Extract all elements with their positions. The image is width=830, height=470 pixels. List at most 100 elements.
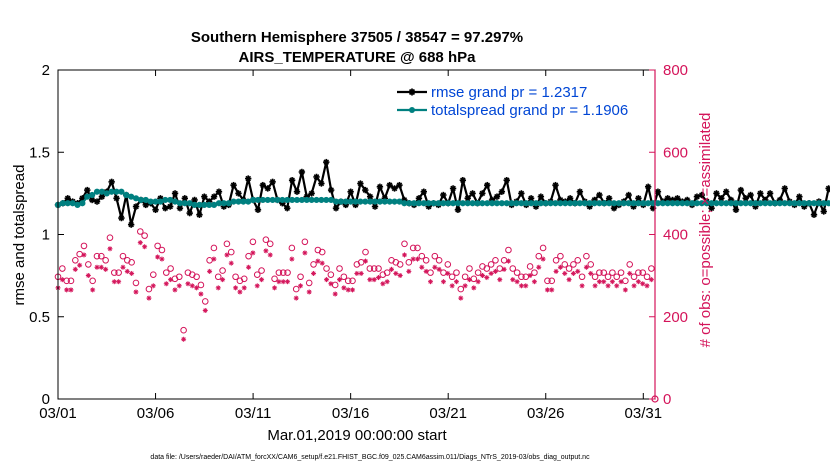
rmse-point <box>440 191 447 199</box>
rmse-point <box>723 188 730 195</box>
x-tick-label: 03/31 <box>625 405 663 422</box>
obs-possible-point <box>518 273 525 281</box>
obs-possible-point <box>67 277 75 285</box>
rmse-point <box>210 193 218 200</box>
obs-assimilated-point <box>176 283 182 289</box>
obs-possible-point <box>461 273 469 281</box>
obs-assimilated-point <box>648 277 654 283</box>
obs-possible-point <box>474 269 482 276</box>
rmse-point <box>493 193 501 200</box>
obs-assimilated-point <box>189 283 195 289</box>
rmse-point <box>332 204 340 212</box>
totalspread-point <box>89 191 96 199</box>
y-right-tick-label: 200 <box>663 309 688 326</box>
rmse-point <box>747 191 754 199</box>
obs-possible-point <box>383 269 391 276</box>
legend-label-0: rmse grand pr = 1.2317 <box>431 84 587 101</box>
obs-possible-point <box>405 259 413 266</box>
rmse-point <box>264 185 271 192</box>
obs-possible-point <box>635 269 642 276</box>
obs-assimilated-point <box>124 268 130 274</box>
obs-assimilated-point <box>246 264 252 270</box>
x-tick-label: 03/06 <box>137 405 175 422</box>
obs-possible-point <box>93 252 101 260</box>
obs-possible-point <box>102 256 109 264</box>
obs-possible-point <box>466 265 473 272</box>
rmse-point <box>366 193 374 200</box>
obs-assimilated-point <box>358 270 364 276</box>
x-tick-label: 03/01 <box>39 405 77 422</box>
rmse-point <box>698 191 706 199</box>
obs-possible-point <box>457 285 465 293</box>
obs-possible-point <box>531 269 538 276</box>
obs-possible-point <box>336 265 343 272</box>
rmse-point <box>108 178 115 186</box>
y-right-tick-label: 800 <box>663 62 688 79</box>
obs-assimilated-point <box>622 287 628 293</box>
obs-possible-point <box>288 244 296 252</box>
obs-assimilated-point <box>280 279 286 285</box>
obs-possible-point <box>258 267 265 274</box>
obs-possible-point <box>106 234 114 241</box>
y-tick-label: 0.5 <box>29 309 50 326</box>
obs-assimilated-point <box>436 266 442 272</box>
obs-assimilated-point <box>557 264 563 270</box>
rmse-point <box>113 195 120 202</box>
obs-assimilated-point <box>531 279 537 285</box>
rmse-point <box>318 180 325 187</box>
rmse-point <box>537 193 545 200</box>
obs-possible-point <box>85 261 92 268</box>
obs-assimilated-point <box>302 250 308 256</box>
obs-assimilated-point <box>449 283 455 289</box>
y-tick-label: 0 <box>42 391 50 408</box>
totalspread-point <box>118 188 125 195</box>
obs-assimilated-point <box>458 295 464 301</box>
obs-assimilated-point <box>120 264 126 270</box>
obs-possible-point <box>162 269 170 276</box>
obs-assimilated-point <box>168 277 174 283</box>
rmse-point <box>766 190 774 197</box>
obs-assimilated-point <box>423 268 429 274</box>
obs-assimilated-point <box>285 279 291 285</box>
obs-possible-point <box>609 269 616 276</box>
obs-assimilated-point <box>228 260 234 266</box>
rmse-point <box>245 175 252 182</box>
obs-possible-point <box>59 265 66 272</box>
obs-assimilated-point <box>488 270 494 276</box>
rmse-point <box>166 203 174 210</box>
obs-possible-point <box>648 265 655 272</box>
obs-assimilated-point <box>384 279 390 285</box>
obs-assimilated-point <box>601 279 607 285</box>
obs-possible-point <box>509 265 517 272</box>
legend-label-1: totalspread grand pr = 1.1906 <box>431 102 628 119</box>
obs-possible-point <box>604 273 612 281</box>
rmse-point <box>396 181 403 189</box>
rmse-point <box>84 186 91 194</box>
obs-possible-point <box>366 265 374 272</box>
obs-possible-point <box>197 281 205 289</box>
rmse-point <box>235 190 242 197</box>
obs-assimilated-point <box>129 270 135 276</box>
rmse-point <box>293 188 301 195</box>
rmse-point <box>464 195 471 202</box>
rmse-point <box>469 190 476 197</box>
obs-possible-point <box>375 265 382 272</box>
obs-assimilated-point <box>263 248 269 254</box>
obs-possible-point <box>513 269 521 276</box>
obs-assimilated-point <box>341 285 347 291</box>
rmse-point <box>230 181 237 189</box>
obs-assimilated-point <box>553 268 559 274</box>
obs-assimilated-point <box>605 283 611 289</box>
obs-possible-point <box>262 236 270 244</box>
obs-assimilated-point <box>609 279 615 285</box>
rmse-point <box>415 195 423 202</box>
obs-assimilated-point <box>298 283 304 289</box>
rmse-point <box>503 177 510 184</box>
obs-assimilated-point <box>575 268 581 274</box>
obs-assimilated-point <box>510 277 516 283</box>
obs-possible-point <box>227 248 235 256</box>
obs-possible-point <box>128 259 135 266</box>
obs-possible-point <box>210 244 218 252</box>
obs-assimilated-point <box>64 287 70 293</box>
